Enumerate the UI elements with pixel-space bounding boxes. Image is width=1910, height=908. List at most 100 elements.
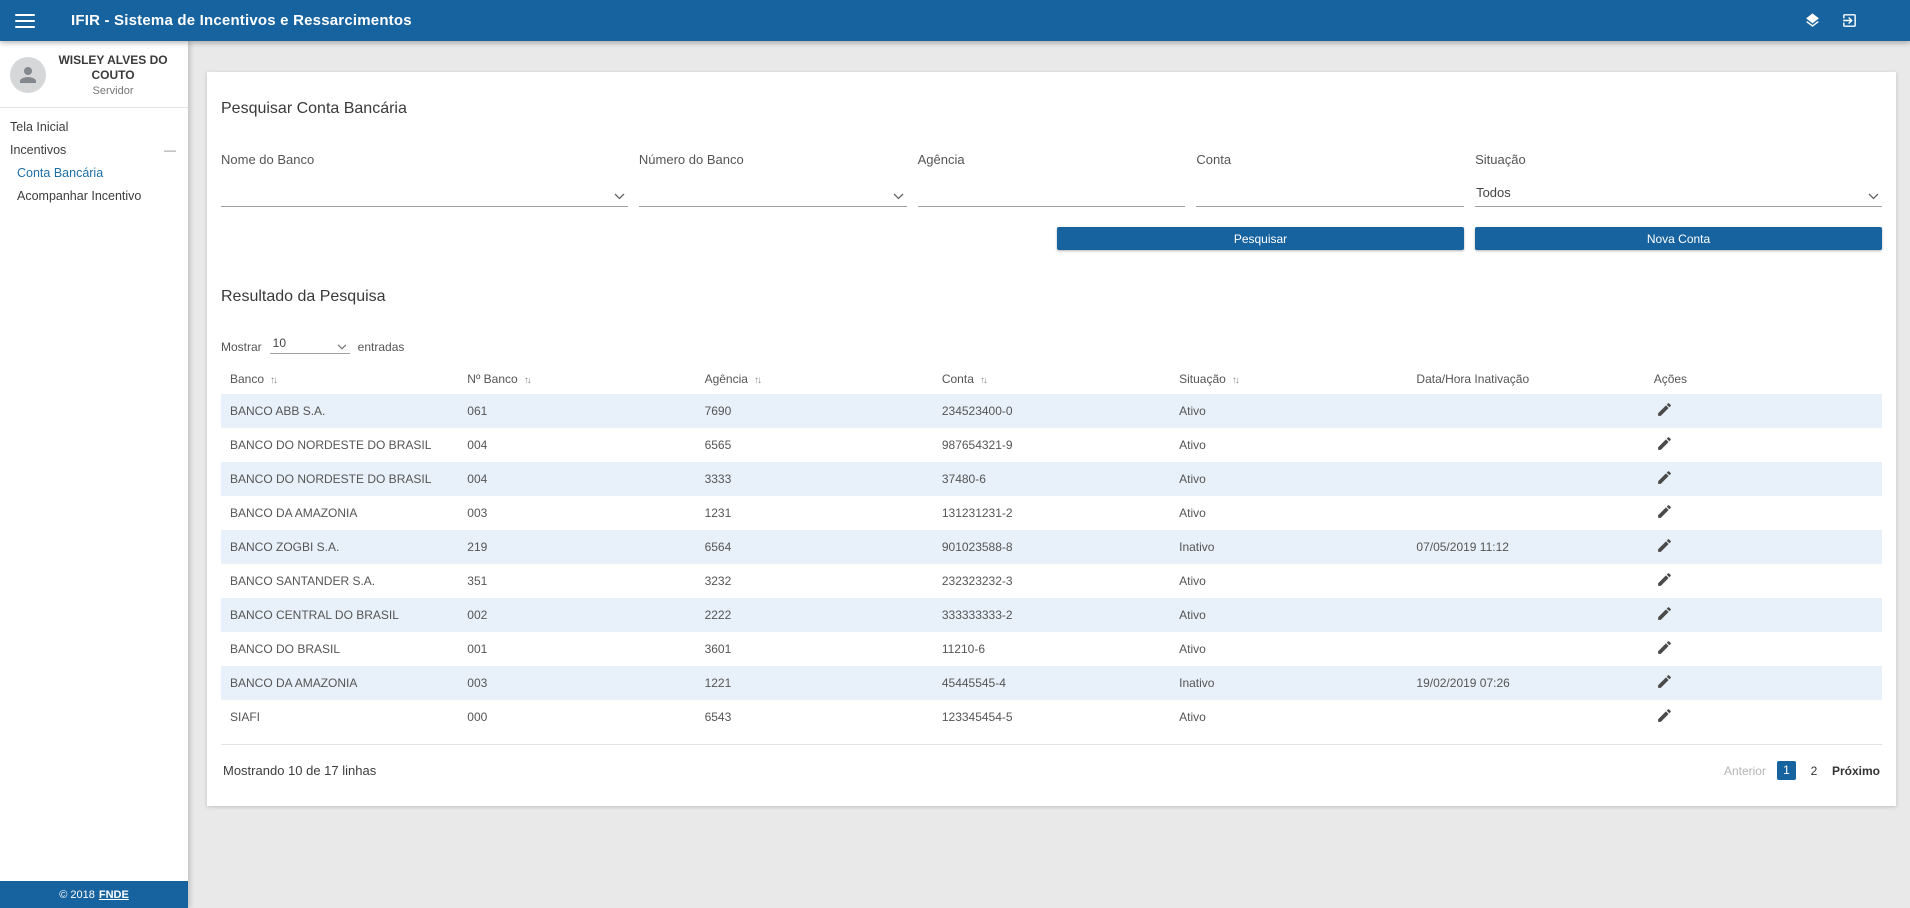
pagination-next[interactable]: Próximo	[1831, 763, 1880, 778]
user-name: WISLEY ALVES DO COUTO	[58, 53, 168, 82]
table-cell: Ativo	[1179, 574, 1206, 588]
table-cell: 003	[467, 676, 488, 690]
sort-icon[interactable]: ↑↓	[979, 375, 988, 386]
layers-icon[interactable]	[1804, 12, 1821, 29]
sidebar-footer: © 2018 FNDE	[0, 881, 188, 908]
actions-cell	[1645, 700, 1882, 734]
actions-cell	[1645, 462, 1882, 496]
table-cell: 37480-6	[941, 472, 986, 486]
main-content: Pesquisar Conta Bancária Nome do Banco N…	[188, 41, 1910, 908]
table-cell: 987654321-9	[941, 438, 1013, 452]
user-role: Servidor	[92, 85, 134, 97]
edit-pencil-icon[interactable]	[1654, 673, 1673, 690]
table-cell: 11210-6	[941, 642, 985, 656]
actions-cell	[1645, 394, 1882, 428]
table-cell: 004	[467, 438, 488, 452]
table-row: BANCO SANTANDER S.A. 351 3232 232323232-3 At…	[221, 564, 1882, 598]
form-buttons: Pesquisar Nova Conta	[221, 227, 1882, 250]
fnde-link[interactable]: FNDE	[98, 888, 129, 901]
table-cell: 1231	[704, 506, 732, 520]
table-cell	[1407, 632, 1644, 666]
edit-pencil-icon[interactable]	[1654, 469, 1673, 486]
menu-icon[interactable]	[15, 10, 35, 32]
sort-icon[interactable]: ↑↓	[753, 375, 762, 386]
column-header-ag-ncia[interactable]: Agência ↑↓	[696, 364, 933, 394]
sort-icon[interactable]: ↑↓	[1231, 375, 1240, 386]
entries-label: entradas	[357, 340, 405, 354]
table-cell: 19/02/2019 07:26	[1416, 676, 1510, 690]
table-cell: 232323232-3	[941, 574, 1013, 588]
table-row: BANCO ZOGBI S.A. 219 6564 901023588-8 Inativ…	[221, 530, 1882, 564]
table-cell: SIAFI	[230, 710, 261, 724]
entries-control: Mostrar 10 entradas	[221, 334, 1882, 354]
table-footer: Mostrando 10 de 17 linhas Anterior 1 2 P…	[221, 744, 1882, 780]
sort-icon[interactable]: ↑↓	[270, 375, 278, 386]
numero-do-banco-select[interactable]	[638, 179, 907, 207]
column-label: Situação	[1179, 372, 1226, 386]
nome-do-banco-select[interactable]	[221, 179, 628, 207]
edit-pencil-icon[interactable]	[1654, 707, 1673, 724]
situacao-select[interactable]: Todos	[1475, 179, 1882, 207]
sidebar-item-incentivos[interactable]: Incentivos —	[0, 138, 188, 161]
column-header-banco[interactable]: Banco ↑↓	[221, 364, 458, 394]
table-cell: BANCO SANTANDER S.A.	[230, 574, 376, 588]
collapse-icon[interactable]: —	[164, 142, 176, 157]
column-header-n-banco[interactable]: Nº Banco ↑↓	[458, 364, 695, 394]
column-header-data-hora-inativa-o: Data/Hora Inativação	[1407, 364, 1644, 394]
pesquisar-button[interactable]: Pesquisar	[1057, 227, 1464, 250]
table-row: BANCO DO BRASIL 001 3601 11210-6 Ativo	[221, 632, 1882, 666]
column-label: Data/Hora Inativação	[1416, 372, 1530, 386]
app-title: IFIR - Sistema de Incentivos e Ressarcim…	[71, 12, 412, 29]
nova-conta-button[interactable]: Nova Conta	[1475, 227, 1882, 250]
table-cell: 061	[467, 404, 488, 418]
sidebar: WISLEY ALVES DO COUTO Servidor Tela Inic…	[0, 41, 188, 908]
sidebar-item-label: Incentivos	[10, 142, 67, 157]
edit-pencil-icon[interactable]	[1654, 571, 1673, 588]
pagination-page-2[interactable]: 2	[1810, 763, 1818, 778]
pagination-previous[interactable]: Anterior	[1723, 763, 1766, 778]
sort-icon[interactable]: ↑↓	[523, 375, 532, 386]
agencia-input[interactable]	[917, 179, 1186, 207]
user-avatar-icon	[10, 57, 46, 93]
table-cell: Ativo	[1179, 710, 1206, 724]
table-cell	[1407, 496, 1644, 530]
copyright-text: © 2018	[59, 888, 95, 901]
pagination-page-1[interactable]: 1	[1776, 761, 1796, 780]
conta-input[interactable]	[1196, 179, 1465, 207]
table-cell	[1407, 700, 1644, 734]
column-header-conta[interactable]: Conta ↑↓	[933, 364, 1170, 394]
edit-pencil-icon[interactable]	[1654, 605, 1673, 622]
entries-select[interactable]: 10	[269, 334, 350, 354]
search-form: Nome do Banco Número do Banco Agência Co…	[221, 152, 1882, 207]
edit-pencil-icon[interactable]	[1654, 435, 1673, 452]
table-cell: 07/05/2019 11:12	[1416, 540, 1509, 554]
edit-pencil-icon[interactable]	[1654, 537, 1673, 554]
table-cell: Ativo	[1179, 438, 1206, 452]
edit-pencil-icon[interactable]	[1654, 503, 1673, 520]
field-label: Conta	[1196, 152, 1232, 167]
table-cell: BANCO ZOGBI S.A.	[230, 540, 340, 554]
table-cell: 004	[467, 472, 488, 486]
results-table-body: BANCO ABB S.A. 061 7690 234523400-0 Ativo BAN…	[221, 394, 1882, 734]
table-cell: 123345454-5	[941, 710, 1013, 724]
actions-cell	[1645, 530, 1882, 564]
edit-pencil-icon[interactable]	[1654, 639, 1673, 656]
table-cell	[1407, 428, 1644, 462]
actions-cell	[1645, 564, 1882, 598]
table-cell: 901023588-8	[941, 540, 1013, 554]
edit-pencil-icon[interactable]	[1654, 401, 1673, 418]
actions-cell	[1645, 428, 1882, 462]
field-numero-do-banco: Número do Banco	[638, 152, 907, 207]
select-value: Todos	[1476, 185, 1511, 200]
table-cell: 002	[467, 608, 488, 622]
table-cell: 3232	[704, 574, 732, 588]
sidebar-item-tela-inicial[interactable]: Tela Inicial	[0, 115, 188, 138]
table-cell: BANCO ABB S.A.	[230, 404, 326, 418]
logout-icon[interactable]	[1841, 12, 1858, 29]
table-cell	[1407, 598, 1644, 632]
sidebar-item-conta-bancaria[interactable]: Conta Bancária	[0, 161, 188, 184]
table-cell: Ativo	[1179, 472, 1206, 486]
column-header-situa-o[interactable]: Situação ↑↓	[1170, 364, 1407, 394]
sidebar-item-acompanhar-incentivo[interactable]: Acompanhar Incentivo	[0, 184, 188, 207]
table-cell: 003	[467, 506, 488, 520]
